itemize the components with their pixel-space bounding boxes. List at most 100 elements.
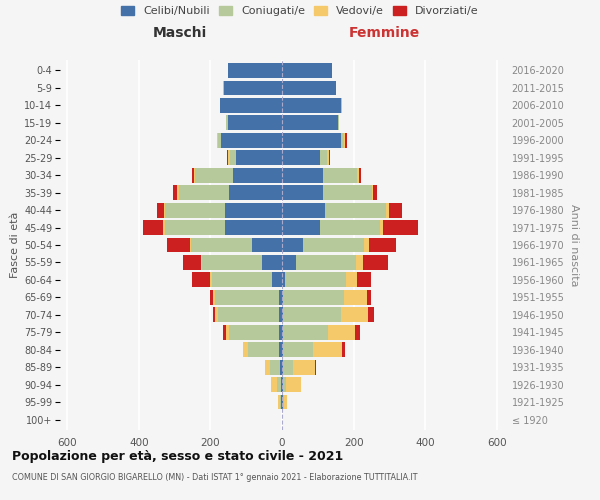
Text: COMUNE DI SAN GIORGIO BIGARELLO (MN) - Dati ISTAT 1° gennaio 2021 - Elaborazione: COMUNE DI SAN GIORGIO BIGARELLO (MN) - D… bbox=[12, 472, 418, 482]
Bar bbox=[229, 325, 279, 340]
Bar bbox=[389, 202, 403, 218]
Bar bbox=[282, 116, 337, 130]
Bar bbox=[380, 220, 383, 235]
Bar bbox=[209, 290, 212, 305]
Y-axis label: Fasce di età: Fasce di età bbox=[10, 212, 20, 278]
Bar bbox=[341, 133, 344, 148]
Bar bbox=[368, 238, 396, 252]
Bar bbox=[178, 185, 179, 200]
Bar bbox=[367, 290, 371, 305]
Bar bbox=[218, 133, 221, 148]
Bar bbox=[190, 238, 191, 252]
Bar bbox=[226, 325, 229, 340]
Bar bbox=[355, 325, 360, 340]
Bar bbox=[281, 377, 282, 392]
Bar bbox=[364, 238, 368, 252]
Bar bbox=[283, 325, 328, 340]
Bar bbox=[225, 220, 282, 235]
Bar bbox=[242, 342, 248, 357]
Bar bbox=[179, 185, 229, 200]
Bar bbox=[342, 342, 345, 357]
Bar bbox=[359, 168, 361, 182]
Bar bbox=[277, 377, 281, 392]
Bar bbox=[164, 220, 225, 235]
Bar bbox=[282, 325, 283, 340]
Bar bbox=[282, 185, 323, 200]
Bar bbox=[304, 238, 364, 252]
Bar bbox=[265, 360, 270, 374]
Y-axis label: Anni di nascita: Anni di nascita bbox=[569, 204, 578, 286]
Bar bbox=[201, 255, 202, 270]
Bar bbox=[284, 394, 287, 409]
Text: Femmine: Femmine bbox=[349, 26, 420, 40]
Bar bbox=[337, 116, 339, 130]
Bar bbox=[157, 202, 164, 218]
Text: Popolazione per età, sesso e stato civile - 2021: Popolazione per età, sesso e stato civil… bbox=[12, 450, 343, 463]
Bar bbox=[344, 290, 367, 305]
Bar bbox=[217, 133, 218, 148]
Bar bbox=[270, 360, 280, 374]
Bar bbox=[386, 202, 389, 218]
Bar bbox=[227, 63, 282, 78]
Bar bbox=[282, 360, 283, 374]
Bar bbox=[363, 255, 388, 270]
Bar bbox=[341, 308, 368, 322]
Bar bbox=[341, 98, 342, 113]
Bar bbox=[296, 255, 356, 270]
Bar bbox=[279, 342, 282, 357]
Bar bbox=[202, 255, 262, 270]
Bar bbox=[282, 220, 320, 235]
Bar bbox=[320, 220, 380, 235]
Bar bbox=[282, 63, 332, 78]
Bar bbox=[356, 255, 363, 270]
Bar bbox=[164, 202, 165, 218]
Bar bbox=[282, 308, 283, 322]
Bar bbox=[271, 377, 277, 392]
Bar bbox=[279, 290, 282, 305]
Bar bbox=[211, 272, 212, 287]
Bar bbox=[282, 168, 323, 182]
Bar bbox=[236, 150, 282, 165]
Bar bbox=[336, 80, 337, 96]
Bar bbox=[192, 168, 194, 182]
Bar bbox=[282, 272, 285, 287]
Bar bbox=[357, 168, 359, 182]
Bar bbox=[195, 168, 233, 182]
Bar bbox=[194, 168, 195, 182]
Bar bbox=[368, 308, 374, 322]
Bar bbox=[293, 360, 315, 374]
Bar bbox=[282, 133, 341, 148]
Bar bbox=[272, 272, 282, 287]
Bar bbox=[221, 133, 282, 148]
Bar bbox=[282, 290, 283, 305]
Bar bbox=[223, 325, 226, 340]
Bar bbox=[278, 394, 280, 409]
Bar bbox=[282, 342, 283, 357]
Bar bbox=[212, 308, 215, 322]
Bar bbox=[280, 394, 281, 409]
Bar bbox=[373, 185, 377, 200]
Bar bbox=[227, 150, 228, 165]
Bar bbox=[329, 150, 331, 165]
Bar bbox=[279, 308, 282, 322]
Bar bbox=[167, 238, 190, 252]
Bar bbox=[283, 394, 284, 409]
Bar bbox=[315, 360, 316, 374]
Bar bbox=[283, 342, 313, 357]
Bar bbox=[283, 308, 341, 322]
Bar bbox=[233, 168, 282, 182]
Bar bbox=[230, 150, 236, 165]
Bar bbox=[383, 220, 418, 235]
Bar bbox=[323, 185, 371, 200]
Bar bbox=[224, 80, 282, 96]
Bar bbox=[371, 185, 373, 200]
Bar bbox=[173, 185, 178, 200]
Bar bbox=[226, 116, 227, 130]
Bar bbox=[283, 377, 286, 392]
Legend: Celibi/Nubili, Coniugati/e, Vedovi/e, Divorziati/e: Celibi/Nubili, Coniugati/e, Vedovi/e, Di… bbox=[121, 6, 479, 16]
Bar bbox=[282, 255, 296, 270]
Bar bbox=[328, 325, 355, 340]
Bar bbox=[282, 98, 341, 113]
Bar bbox=[346, 272, 357, 287]
Bar bbox=[344, 133, 346, 148]
